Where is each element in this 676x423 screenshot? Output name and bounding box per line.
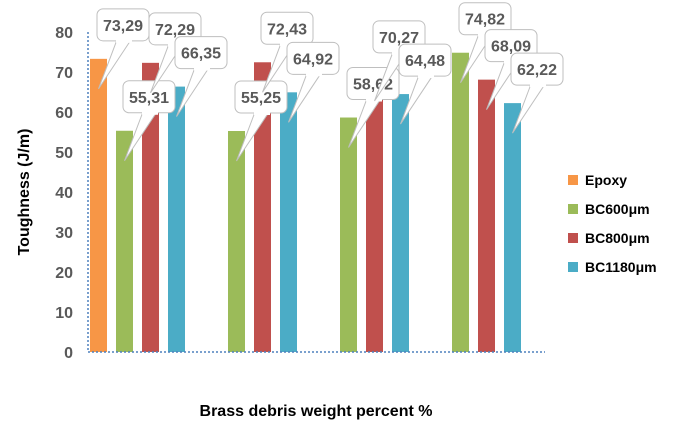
legend-label: BC800μm [585,230,650,246]
data-label: 66,35 [181,46,221,63]
bar [142,62,159,353]
bars-layer [90,52,521,353]
bar [90,58,107,353]
bar [504,103,521,353]
y-tick-label: 60 [55,105,73,122]
data-label: 64,92 [293,51,333,68]
bar [478,79,495,352]
y-axis-title: Toughness (J/m) [16,129,33,256]
data-label-joint [418,74,434,79]
data-label: 73,29 [103,18,143,35]
bar [280,92,297,352]
data-label: 72,29 [155,22,195,39]
data-label-joint [530,83,546,88]
bar [254,62,271,352]
bar [366,70,383,353]
legend-swatch [568,204,578,214]
data-label-joint [306,72,322,77]
y-tick-label: 50 [55,145,73,162]
data-label: 55,31 [129,90,169,107]
data-label: 74,82 [465,12,505,29]
data-label-joint [116,38,132,43]
legend: Epoxy BC600μm BC800μm BC1180μm [568,172,657,275]
y-tick-label: 10 [55,305,73,322]
data-label-joint [194,66,210,71]
data-label-joint [254,111,270,115]
data-label: 70,27 [379,30,419,47]
x-axis-title: Brass debris weight percent % [200,403,433,420]
y-tick-label: 20 [55,265,73,282]
y-tick-label: 70 [55,65,73,82]
bar [116,130,133,352]
data-label: 64,48 [405,53,445,70]
y-tick-label: 0 [64,345,73,362]
y-tick-label: 30 [55,225,73,242]
legend-swatch [568,262,578,272]
y-tick-label: 80 [55,25,73,42]
data-label: 62,22 [517,62,557,79]
bar [340,117,357,353]
bar [228,131,245,352]
legend-swatch [568,233,578,243]
data-label-joint [366,97,382,102]
y-tick-labels: 0 10 20 30 40 50 60 70 80 [55,25,73,362]
data-label: 72,43 [267,21,307,38]
data-label: 55,25 [241,90,281,107]
data-label-joint [142,110,158,115]
axes-layer [87,32,545,353]
bar [392,94,409,352]
bar [452,52,469,352]
bar [168,86,185,352]
legend-label: Epoxy [585,172,627,188]
legend-swatch [568,175,578,185]
legend-label: BC1180μm [585,259,657,275]
legend-label: BC600μm [585,201,650,217]
y-tick-label: 40 [55,185,73,202]
data-label: 68,09 [491,39,531,56]
